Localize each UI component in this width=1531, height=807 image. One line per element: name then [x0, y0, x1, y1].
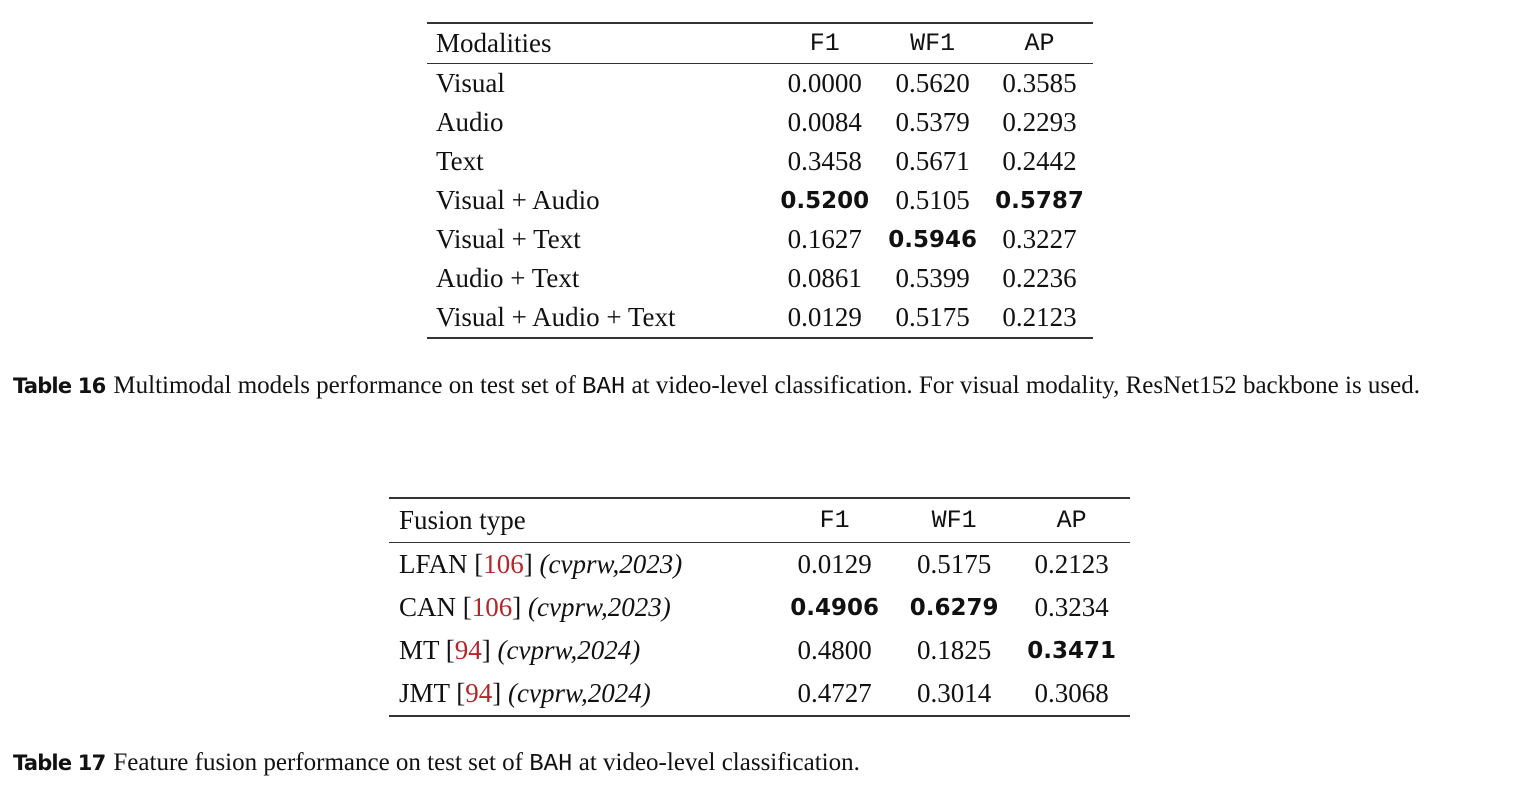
- row-label: Visual + Audio + Text: [427, 298, 771, 339]
- method-name: MT: [399, 635, 440, 665]
- header-wf1: WF1: [894, 497, 1014, 543]
- method-name: JMT: [399, 678, 450, 708]
- cell-wf1: 0.3014: [894, 672, 1014, 717]
- cell-f1: 0.0000: [787, 68, 862, 98]
- cell-f1: 0.0129: [770, 298, 880, 339]
- caption-text: at video-level classification.: [572, 749, 860, 776]
- row-label: Visual + Audio: [436, 185, 600, 215]
- citation-link[interactable]: 94: [454, 635, 482, 665]
- table-row: Text 0.3458 0.5671 0.2442: [427, 142, 1093, 181]
- row-label: Audio + Text: [436, 263, 580, 293]
- caption-text: at video-level classification. For visua…: [625, 372, 1420, 399]
- row-label: JMT [94] (cvprw,2024): [389, 672, 775, 717]
- table-row: Visual 0.0000 0.5620 0.3585: [427, 64, 1093, 104]
- table-row: Audio 0.0084 0.5379 0.2293: [427, 103, 1093, 142]
- cell-f1: 0.0084: [787, 107, 862, 137]
- table-17-fusion-performance: Fusion type F1 WF1 AP LFAN [106] (cvprw,…: [389, 497, 1130, 717]
- cell-wf1: 0.5671: [895, 146, 970, 176]
- table-row: MT [94] (cvprw,2024) 0.4800 0.1825 0.347…: [389, 629, 1130, 672]
- table-header-row: Fusion type F1 WF1 AP: [389, 497, 1130, 543]
- cell-wf1-best: 0.5946: [888, 226, 977, 253]
- citation-link[interactable]: 94: [465, 678, 493, 708]
- row-label: MT [94] (cvprw,2024): [399, 635, 641, 665]
- caption-tag: Table 16: [13, 374, 106, 398]
- cell-ap: 0.3227: [1002, 224, 1077, 254]
- cell-f1: 0.3458: [787, 146, 862, 176]
- header-wf1: WF1: [879, 22, 987, 64]
- cell-ap: 0.2442: [1002, 146, 1077, 176]
- cell-ap: 0.3068: [1013, 672, 1130, 717]
- cell-f1: 0.1627: [787, 224, 862, 254]
- header-ap: AP: [1013, 497, 1130, 543]
- row-label: Text: [436, 146, 484, 176]
- cell-ap-best: 0.5787: [995, 187, 1084, 214]
- header-ap: AP: [986, 22, 1093, 64]
- venue: (cvprw,2023): [539, 549, 683, 579]
- cell-f1: 0.0129: [797, 549, 872, 579]
- caption-tag: Table 17: [13, 751, 106, 775]
- cell-f1: 0.4800: [797, 635, 872, 665]
- table-row: Visual + Text 0.1627 0.5946 0.3227: [427, 220, 1093, 259]
- dataset-name: BAH: [582, 374, 626, 401]
- cell-ap: 0.3234: [1034, 592, 1109, 622]
- header-fusion-type: Fusion type: [389, 497, 775, 543]
- venue: (cvprw,2024): [497, 635, 641, 665]
- method-name: LFAN: [399, 549, 468, 579]
- cell-wf1: 0.5175: [879, 298, 987, 339]
- cell-ap: 0.3585: [1002, 68, 1077, 98]
- row-label: LFAN [106] (cvprw,2023): [399, 549, 683, 579]
- venue: (cvprw,2023): [528, 592, 671, 622]
- row-label: Visual: [436, 68, 505, 98]
- cell-ap: 0.2123: [1034, 549, 1109, 579]
- table-row: Visual + Audio + Text 0.0129 0.5175 0.21…: [427, 298, 1093, 339]
- table-17-caption: Table 17 Feature fusion performance on te…: [13, 745, 1313, 782]
- table-16-multimodal-performance: Modalities F1 WF1 AP Visual 0.0000 0.562…: [427, 22, 1093, 339]
- method-name: CAN: [399, 592, 457, 622]
- header-modalities: Modalities: [427, 22, 771, 64]
- table-row: JMT [94] (cvprw,2024) 0.4727 0.3014 0.30…: [389, 672, 1130, 717]
- cell-f1-best: 0.5200: [780, 187, 870, 214]
- table-row: CAN [106] (cvprw,2023) 0.4906 0.6279 0.3…: [389, 586, 1130, 629]
- table-16-caption: Table 16 Multimodal models performance on…: [13, 368, 1528, 405]
- header-f1: F1: [774, 497, 895, 543]
- table-header-row: Modalities F1 WF1 AP: [427, 22, 1093, 64]
- cell-wf1: 0.5399: [895, 263, 970, 293]
- venue: (cvprw,2024): [508, 678, 651, 708]
- cell-f1: 0.0861: [787, 263, 862, 293]
- table-row: Visual + Audio 0.5200 0.5105 0.5787: [427, 181, 1093, 220]
- cell-wf1-best: 0.6279: [909, 594, 999, 621]
- cell-ap: 0.2123: [986, 298, 1093, 339]
- cell-f1: 0.4727: [774, 672, 895, 717]
- table-row: Audio + Text 0.0861 0.5399 0.2236: [427, 259, 1093, 298]
- row-label: CAN [106] (cvprw,2023): [399, 592, 671, 622]
- cell-ap: 0.2293: [1002, 107, 1077, 137]
- cell-wf1: 0.5379: [895, 107, 970, 137]
- cell-wf1: 0.5105: [895, 185, 970, 215]
- citation-link[interactable]: 106: [483, 549, 524, 579]
- row-label: Visual + Text: [436, 224, 581, 254]
- cell-ap: 0.2236: [1002, 263, 1077, 293]
- cell-ap-best: 0.3471: [1027, 637, 1117, 664]
- cell-f1-best: 0.4906: [790, 594, 880, 621]
- citation-link[interactable]: 106: [471, 592, 513, 622]
- caption-text: Multimodal models performance on test se…: [113, 372, 583, 399]
- cell-wf1: 0.5620: [895, 68, 970, 98]
- cell-wf1: 0.1825: [916, 635, 992, 665]
- dataset-name: BAH: [529, 751, 573, 778]
- cell-wf1: 0.5175: [916, 549, 992, 579]
- caption-text: Feature fusion performance on test set o…: [113, 749, 530, 776]
- table-row: LFAN [106] (cvprw,2023) 0.0129 0.5175 0.…: [389, 543, 1130, 587]
- header-f1: F1: [770, 22, 880, 64]
- row-label: Audio: [436, 107, 504, 137]
